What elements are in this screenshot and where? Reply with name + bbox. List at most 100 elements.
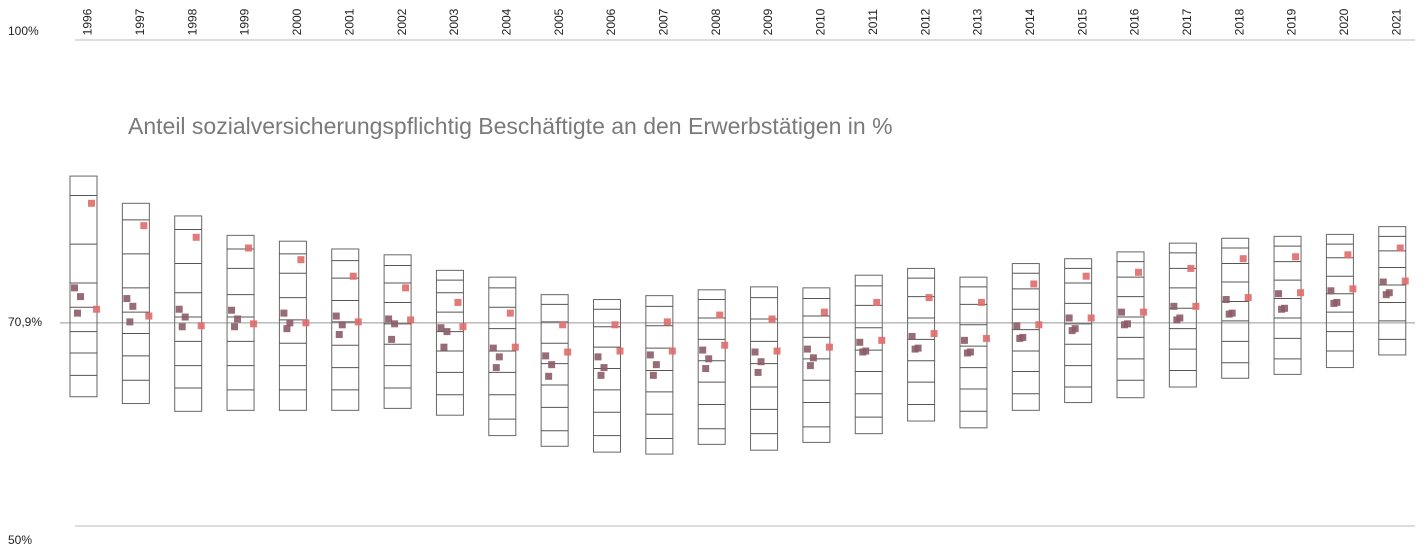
point [1013,322,1021,330]
point [1349,285,1357,293]
point [768,315,776,323]
point [77,293,84,301]
x-tick-label: 1997 [133,8,147,35]
x-tick-label: 2003 [447,8,461,35]
point [1065,314,1073,322]
point [705,355,713,363]
point [175,305,183,313]
y-tick-label: 70,9% [8,315,42,329]
point [280,309,288,317]
point [856,338,864,346]
range-box [540,294,569,447]
point [977,298,985,306]
point [391,320,399,328]
point [1170,302,1178,310]
point [873,298,881,306]
point [1275,290,1283,298]
point [440,343,448,351]
x-tick-label: 2019 [1285,8,1299,35]
point [1192,302,1200,310]
point [231,323,239,331]
point [178,323,186,331]
point [646,351,654,359]
point [859,348,867,356]
x-tick-label: 2001 [342,8,356,35]
x-tick-label: 2012 [918,8,932,35]
x-tick-label: 2005 [552,8,566,35]
point [443,328,451,336]
range-box [1116,251,1145,399]
x-tick-label: 2014 [1023,8,1037,35]
point [197,322,205,330]
point [297,256,305,264]
point [1382,291,1390,299]
point [93,305,100,313]
point [181,313,189,321]
range-box [383,254,412,409]
point [286,319,294,327]
range-box [435,269,464,416]
point [1222,296,1230,304]
point [594,353,602,361]
point [1239,255,1247,263]
point [245,244,253,252]
range-box [69,175,98,398]
x-tick-label: 2000 [290,8,304,35]
x-tick-label: 2018 [1232,8,1246,35]
point [930,330,938,338]
y-tick-label: 50% [8,533,32,547]
range-box [907,267,936,422]
point [402,284,410,292]
point [1297,289,1305,297]
point [495,353,503,361]
point [806,362,814,370]
point [489,344,497,352]
range-box [697,289,726,445]
point [820,308,828,316]
point [385,315,393,323]
range-box [750,286,779,451]
x-tick-label: 2007 [657,8,671,35]
point [597,371,605,379]
x-tick-label: 2017 [1180,8,1194,35]
point [548,361,556,369]
point [250,320,258,328]
point [492,364,500,372]
point [721,341,729,349]
point [542,352,550,360]
point [545,372,553,380]
point [911,345,919,353]
x-tick-label: 2010 [814,8,828,35]
point [702,365,710,373]
range-box [959,276,988,429]
point [773,347,781,355]
point [354,318,362,326]
x-tick-label: 2006 [604,8,618,35]
point [1016,334,1024,342]
point [757,358,765,366]
point [1035,321,1043,329]
point [908,332,916,340]
range-box [174,215,203,412]
range-box [121,202,150,405]
point [1278,305,1286,313]
point [349,272,357,280]
range-box [854,274,883,435]
point [1379,278,1387,286]
point [1244,294,1252,302]
point [335,331,343,339]
point [459,323,467,331]
point [751,348,759,356]
x-tick-label: 2015 [1075,8,1089,35]
point [809,354,817,362]
point [192,233,200,241]
point [1087,314,1095,322]
x-tick-label: 2008 [709,8,723,35]
point [302,319,310,327]
range-box [1378,226,1407,356]
point [1068,327,1076,335]
point [74,309,81,317]
point [88,199,95,207]
point [129,302,137,310]
